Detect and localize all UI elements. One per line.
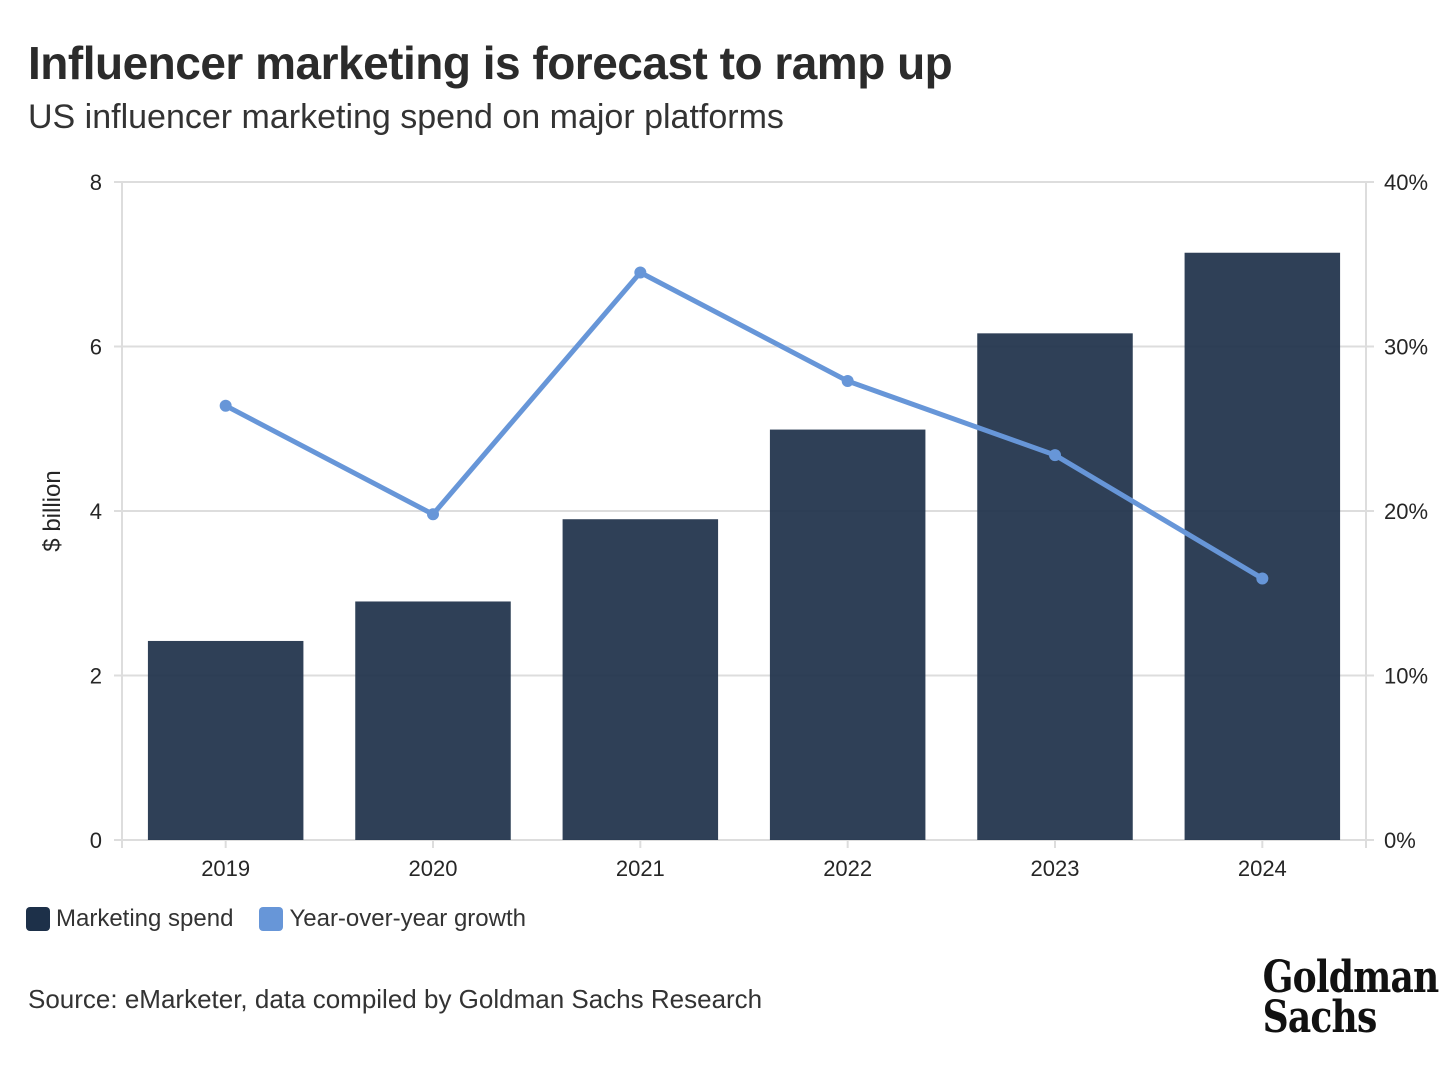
growth-point-2020 bbox=[427, 508, 439, 521]
y2-tick-label: 0% bbox=[1384, 828, 1416, 853]
y-axis-title: $ billion bbox=[39, 470, 66, 551]
y-tick-label: 4 bbox=[90, 499, 102, 524]
chart-legend: Marketing spend Year-over-year growth bbox=[26, 905, 552, 933]
bar-2021 bbox=[562, 519, 719, 840]
legend-label-growth: Year-over-year growth bbox=[289, 905, 526, 932]
growth-point-2019 bbox=[219, 399, 232, 412]
bar-2020 bbox=[355, 601, 511, 840]
growth-point-2022 bbox=[841, 375, 854, 388]
chart-title: Influencer marketing is forecast to ramp… bbox=[28, 37, 953, 89]
x-tick-label: 2024 bbox=[1238, 856, 1287, 881]
y2-tick-label: 30% bbox=[1384, 335, 1428, 360]
bar-2019 bbox=[147, 640, 304, 840]
growth-point-2023 bbox=[1049, 449, 1061, 462]
growth-point-2024 bbox=[1256, 572, 1269, 585]
legend-label-spend: Marketing spend bbox=[56, 905, 234, 932]
goldman-sachs-logo: Goldman Sachs bbox=[1262, 952, 1439, 1043]
growth-line bbox=[224, 269, 1264, 581]
x-tick-label: 2021 bbox=[616, 856, 665, 881]
chart-area: 0 2 4 6 8 0% 10% 20% 30% 40% $ billion 2019 2020 2021… bbox=[39, 170, 1428, 881]
y2-tick-label: 20% bbox=[1384, 499, 1428, 524]
y-tick-label: 2 bbox=[90, 664, 102, 689]
growth-point-2021 bbox=[634, 266, 647, 279]
logo-line-2: Sachs bbox=[1262, 992, 1377, 1043]
legend-swatch-growth bbox=[259, 907, 284, 931]
y2-tick-label: 10% bbox=[1384, 664, 1428, 689]
legend-swatch-spend bbox=[26, 907, 50, 931]
y2-tick-label: 40% bbox=[1384, 170, 1428, 195]
y-tick-label: 8 bbox=[90, 170, 102, 195]
logo-line-1: Goldman bbox=[1262, 952, 1439, 1003]
bar-2023 bbox=[977, 333, 1133, 840]
legend-item-growth: Year-over-year growth bbox=[259, 905, 526, 933]
x-tick-label: 2020 bbox=[409, 856, 458, 881]
x-tick-label: 2022 bbox=[823, 856, 872, 881]
chart-subtitle: US influencer marketing spend on major p… bbox=[28, 98, 784, 136]
x-tick-label: 2023 bbox=[1031, 856, 1080, 881]
bar-2022 bbox=[769, 429, 926, 840]
legend-item-spend: Marketing spend bbox=[26, 905, 233, 933]
y-tick-label: 6 bbox=[90, 335, 102, 360]
source-note: Source: eMarketer, data compiled by Gold… bbox=[28, 984, 763, 1014]
y-tick-label: 0 bbox=[90, 828, 102, 853]
x-tick-label: 2019 bbox=[201, 856, 250, 881]
